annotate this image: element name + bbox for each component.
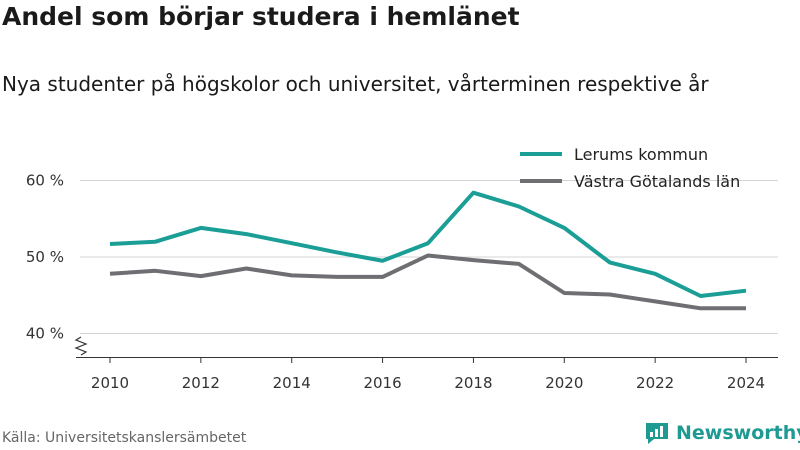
page-subtitle: Nya studenter på högskolor och universit…	[2, 72, 709, 96]
series-line-1	[109, 190, 747, 298]
y-tick-label: 40 %	[26, 325, 64, 343]
source-note: Källa: Universitetskanslersämbetet	[2, 430, 247, 446]
x-tick-label: 2018	[454, 374, 492, 392]
y-tick-label: 60 %	[26, 172, 64, 190]
legend-label: Lerums kommun	[574, 145, 708, 164]
x-tick-label: 2010	[91, 374, 129, 392]
newsworthy-logo-icon	[646, 423, 668, 444]
legend-label: Västra Götalands län	[574, 172, 740, 191]
series-line-2	[109, 253, 746, 311]
x-tick-label: 2022	[636, 374, 674, 392]
x-tick-label: 2012	[182, 374, 220, 392]
brand-logo: Newsworthy	[644, 420, 800, 446]
x-tick-label: 2016	[363, 374, 401, 392]
brand-name: Newsworthy	[676, 422, 800, 444]
y-axis-break-icon	[74, 336, 88, 356]
x-tick-label: 2024	[727, 374, 765, 392]
page-title: Andel som börjar studera i hemlänet	[2, 2, 520, 31]
x-tick-label: 2014	[273, 374, 311, 392]
x-tick-label: 2020	[545, 374, 583, 392]
y-tick-label: 50 %	[26, 248, 64, 266]
